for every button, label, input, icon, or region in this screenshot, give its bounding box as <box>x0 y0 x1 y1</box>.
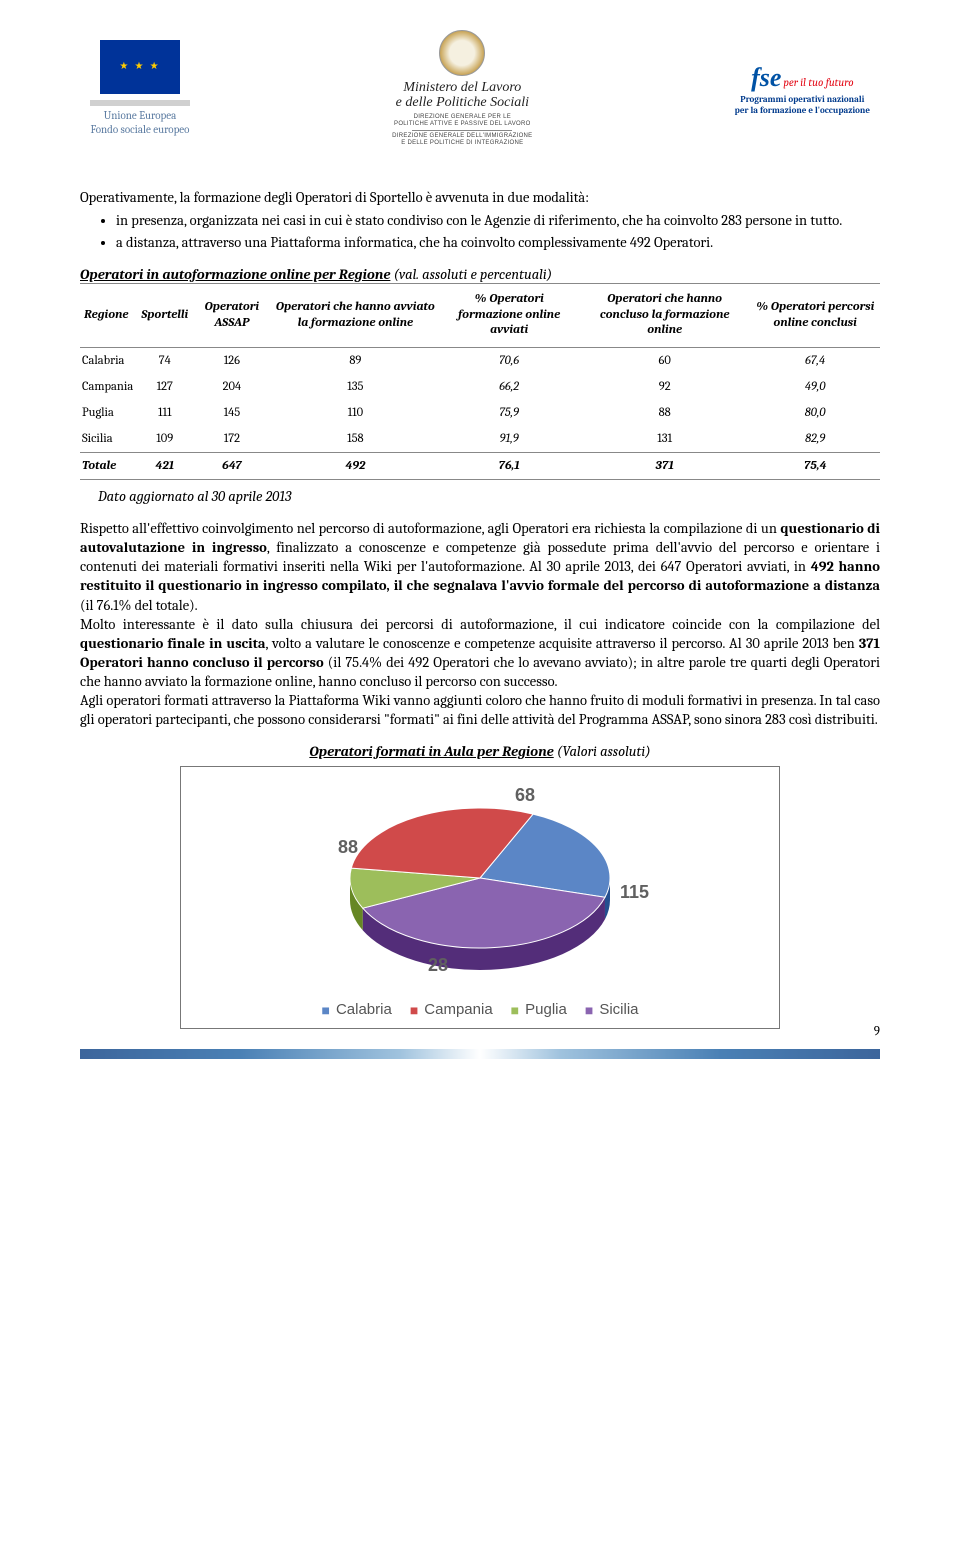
intro-text: Operativamente, la formazione degli Oper… <box>80 188 880 208</box>
ministry-sub3: DIREZIONE GENERALE DELL'IMMIGRAZIONE <box>392 133 532 140</box>
chart-caption-rest: (Valori assoluti) <box>554 743 651 760</box>
table-caption-rest: (val. assoluti e percentuali) <box>390 266 552 283</box>
chart-caption-bold: Operatori formati in Aula per Regione <box>309 743 553 760</box>
svg-text:68: 68 <box>515 785 535 805</box>
legend-label: Campania <box>424 1001 492 1018</box>
ministry-line2: e delle Politiche Sociali <box>392 95 532 110</box>
pie-chart: 68 115 28 88 <box>300 783 660 983</box>
table-note: Dato aggiornato al 30 aprile 2013 <box>98 488 880 505</box>
ministry-sub4: E DELLE POLITICHE DI INTEGRAZIONE <box>392 140 532 147</box>
eu-text-line1: Unione Europea <box>104 109 177 123</box>
fse-tagline: per il tuo futuro <box>783 76 853 89</box>
eu-flag-icon <box>100 40 180 94</box>
col-pct-conclusi: % Operatori percorsi online conclusi <box>750 284 880 348</box>
col-op-assap: Operatori ASSAP <box>192 284 271 348</box>
table-caption-bold: Operatori in autoformazione online per R… <box>80 266 390 283</box>
table-row: Calabria741268970,66067,4 <box>80 348 880 375</box>
page-number: 9 <box>874 1024 880 1039</box>
eu-text-line2: Fondo sociale europeo <box>91 123 190 137</box>
bullet-list: in presenza, organizzata nei casi in cui… <box>116 211 880 252</box>
legend-item: ■Calabria <box>321 1001 391 1018</box>
legend-item: ■Sicilia <box>585 1001 639 1018</box>
col-op-avviato: Operatori che hanno avviato la formazion… <box>272 284 440 348</box>
table-row: Campania12720413566,29249,0 <box>80 374 880 400</box>
legend-item: ■Puglia <box>511 1001 567 1018</box>
ministry-line1: Ministero del Lavoro <box>392 80 532 95</box>
chart-legend: ■Calabria ■Campania ■Puglia ■Sicilia <box>193 1001 767 1018</box>
bullet-1: in presenza, organizzata nei casi in cui… <box>116 211 880 231</box>
fse-line2: per la formazione e l'occupazione <box>735 106 870 117</box>
ministry-sub1: DIREZIONE GENERALE PER LE <box>392 114 532 121</box>
bullet-2: a distanza, attraverso una Piattaforma i… <box>116 233 880 253</box>
table-header-row: Regione Sportelli Operatori ASSAP Operat… <box>80 284 880 348</box>
pie-wrap: 68 115 28 88 <box>300 783 660 983</box>
logo-eu: Unione Europea Fondo sociale europeo <box>90 40 190 138</box>
table-row: Sicilia10917215891,913182,9 <box>80 426 880 453</box>
svg-text:115: 115 <box>620 882 649 902</box>
legend-label: Calabria <box>336 1001 392 1018</box>
fse-line1: Programmi operativi nazionali <box>735 95 870 106</box>
para-3: Agli operatori formati attraverso la Pia… <box>80 691 880 729</box>
legend-label: Sicilia <box>599 1001 638 1018</box>
chart-caption: Operatori formati in Aula per Regione (V… <box>80 743 880 760</box>
para-2: Molto interessante è il dato sulla chius… <box>80 615 880 692</box>
table-caption: Operatori in autoformazione online per R… <box>80 266 880 283</box>
table-row-total: Totale42164749276,137175,4 <box>80 453 880 480</box>
para-1: Rispetto all'effettivo coinvolgimento ne… <box>80 519 880 615</box>
italy-emblem-icon <box>439 30 485 76</box>
ministry-sub2: POLITICHE ATTIVE E PASSIVE DEL LAVORO <box>392 121 532 128</box>
col-op-concluso: Operatori che hanno concluso la formazio… <box>579 284 750 348</box>
svg-text:28: 28 <box>428 955 448 975</box>
col-sportelli: Sportelli <box>137 284 192 348</box>
logo-ministry: Ministero del Lavoro e delle Politiche S… <box>392 30 532 148</box>
table-row: Puglia11114511075,98880,0 <box>80 400 880 426</box>
svg-text:88: 88 <box>338 837 358 857</box>
legend-item: ■Campania <box>410 1001 493 1018</box>
logo-fse: fse per il tuo futuro Programmi operativ… <box>735 61 870 116</box>
header-logos: Unione Europea Fondo sociale europeo Min… <box>80 30 880 148</box>
data-table: Regione Sportelli Operatori ASSAP Operat… <box>80 283 880 480</box>
col-pct-avviati: % Operatori formazione online avviati <box>439 284 579 348</box>
pie-chart-box: 68 115 28 88 ■Calabria ■Campania ■Puglia ■Sici… <box>180 766 780 1029</box>
fse-icon: fse <box>751 63 781 92</box>
legend-label: Puglia <box>525 1001 567 1018</box>
col-regione: Regione <box>80 284 137 348</box>
footer-bar <box>80 1049 880 1059</box>
